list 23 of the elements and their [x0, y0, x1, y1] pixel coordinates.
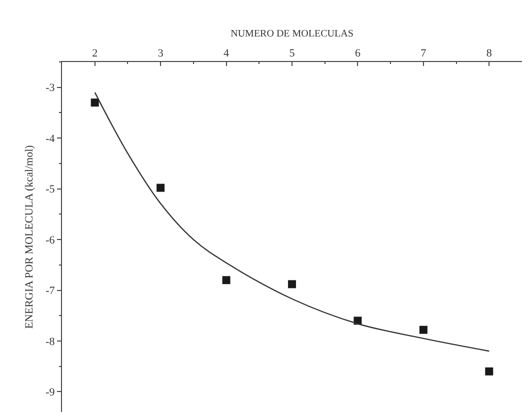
y-tick-label: -7 — [46, 285, 56, 298]
point — [485, 367, 494, 376]
x-tick-label: 4 — [224, 48, 230, 60]
x-tick-label: 2 — [92, 48, 98, 60]
x-axis-title: NUMERO DE MOLECULAS — [230, 28, 354, 40]
y-axis-title: ENERGIA POR MOLECULA (kcal/mol) — [23, 144, 36, 329]
point — [156, 184, 165, 192]
x-tick-label: 8 — [486, 48, 492, 60]
line-series — [94, 92, 490, 352]
y-tick-label: -3 — [46, 82, 56, 94]
y-tick-label: -5 — [46, 184, 56, 196]
y-tick-label: -9 — [46, 386, 56, 399]
x-tick-label: 7 — [420, 48, 427, 60]
point — [222, 276, 230, 284]
x-tick-label: 6 — [354, 48, 361, 60]
y-tick-label: -4 — [46, 132, 56, 145]
point — [288, 280, 296, 288]
y-tick-label: -6 — [46, 234, 56, 246]
x-tick-label: 5 — [289, 48, 296, 60]
point — [419, 326, 428, 334]
point — [90, 98, 99, 107]
x-tick-label: 3 — [158, 48, 164, 60]
y-tick-label: -8 — [46, 336, 56, 348]
